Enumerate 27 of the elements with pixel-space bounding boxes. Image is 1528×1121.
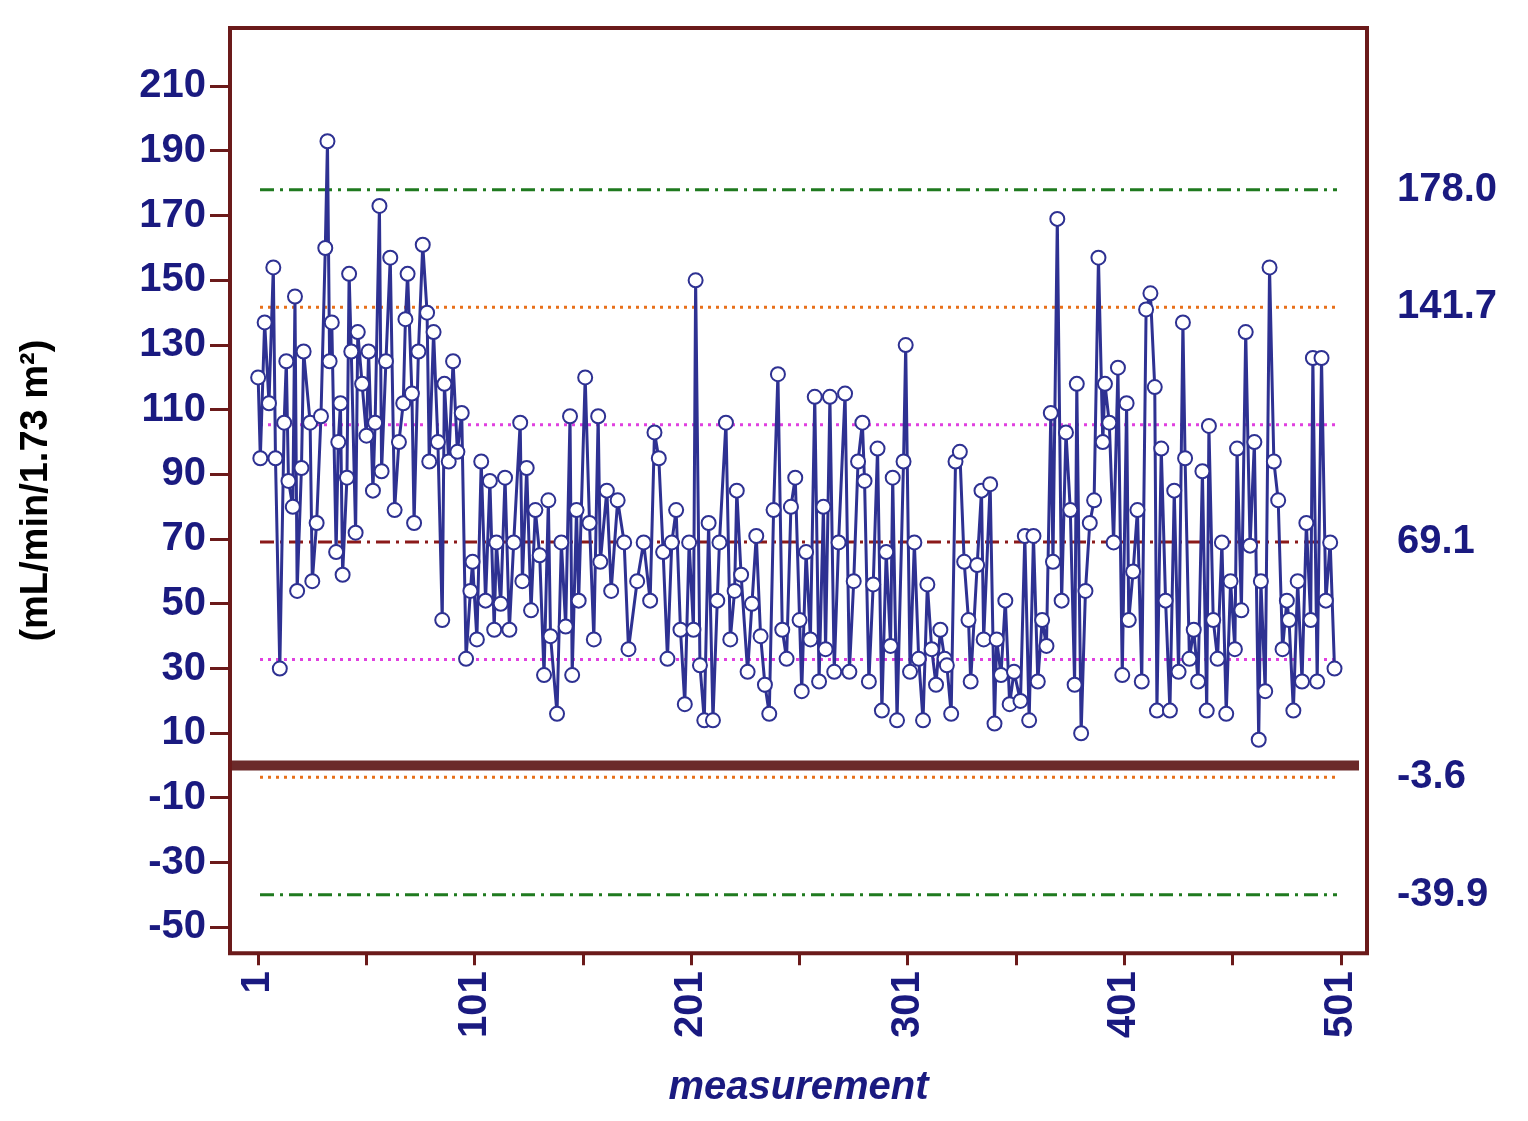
x-tick-label: 401	[1099, 971, 1144, 1039]
x-tick-label: 501	[1316, 971, 1361, 1039]
ref-line-label: 69.1	[1397, 517, 1475, 562]
y-tick-label: 50	[161, 578, 206, 623]
x-axis-title: measurement	[668, 1063, 931, 1108]
y-tick-label: 150	[139, 255, 206, 300]
y-axis-title: (mL/min/1.73 m²)	[13, 339, 56, 642]
ref-line-label: -39.9	[1397, 869, 1489, 914]
y-tick-label: 70	[161, 514, 206, 559]
x-tick-label: 101	[449, 971, 494, 1039]
y-tick-label: -30	[148, 837, 206, 882]
y-tick-label: 190	[139, 125, 206, 170]
x-tick-label: 301	[882, 971, 927, 1039]
y-tick-label: 210	[139, 61, 206, 106]
x-tick-label: 201	[666, 971, 711, 1039]
y-tick-label: 130	[139, 320, 206, 365]
ref-line-label: 178.0	[1397, 164, 1498, 209]
y-tick-label: 90	[161, 449, 206, 494]
y-tick-label: 170	[139, 190, 206, 235]
y-tick-label: 110	[141, 384, 206, 429]
y-tick-label: 30	[161, 643, 206, 688]
y-tick-label: 10	[161, 708, 206, 753]
y-tick-label: -50	[148, 902, 206, 947]
ref-line-label: 141.7	[1397, 282, 1498, 327]
x-tick-label: 1	[233, 971, 278, 994]
y-tick-label: -10	[148, 773, 206, 817]
ref-line-label: -3.6	[1397, 752, 1466, 797]
